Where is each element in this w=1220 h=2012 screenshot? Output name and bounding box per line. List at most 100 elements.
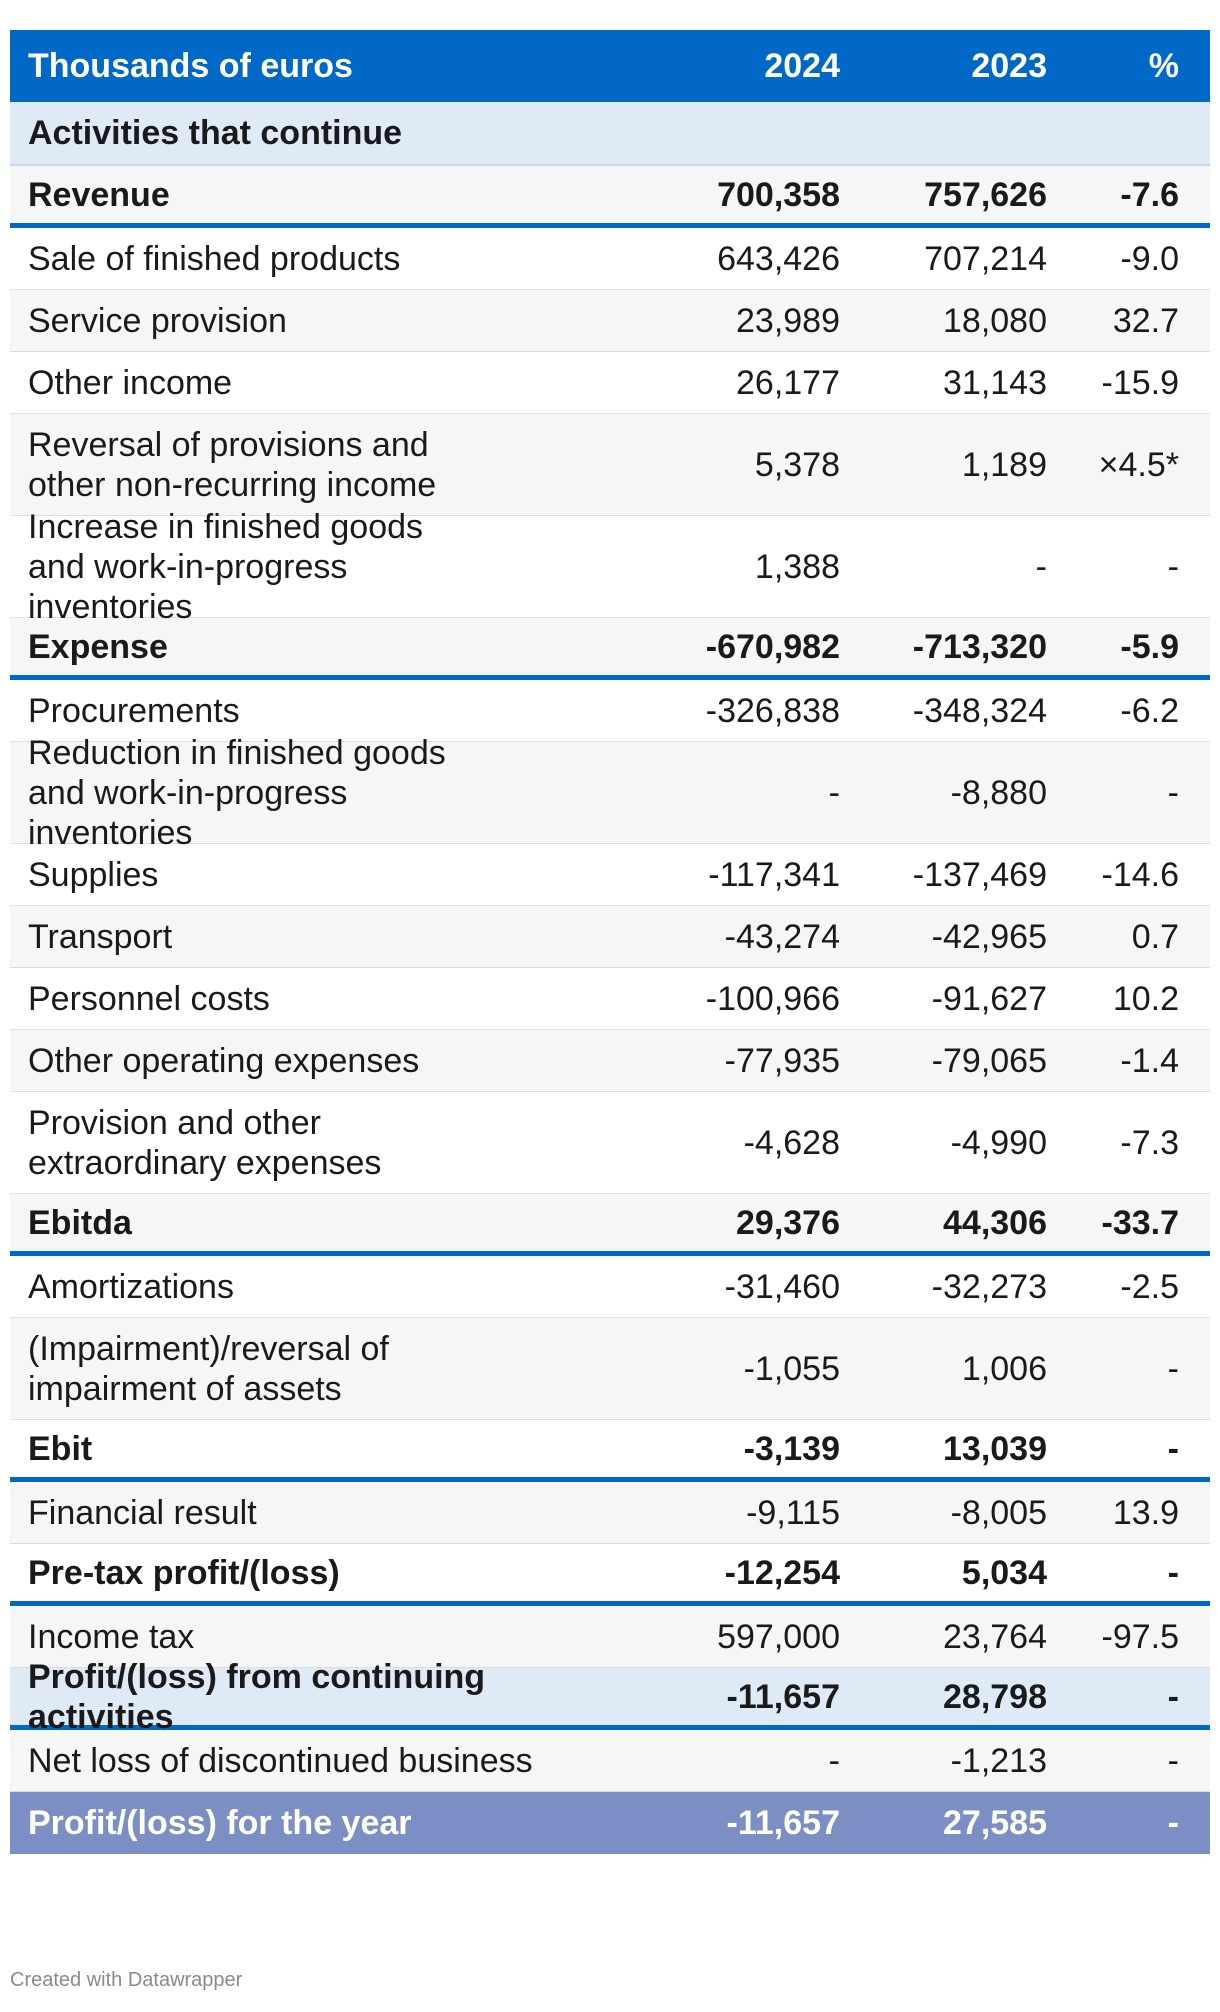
- value-2024: -77,935: [724, 1041, 840, 1080]
- value-2024: -: [828, 773, 840, 812]
- header-label: Thousands of euros: [28, 47, 353, 85]
- table-row: Reduction in finished goods and work-in-…: [10, 734, 1210, 852]
- table-row: Expense -670,982 -713,320 -5.9: [10, 618, 1210, 680]
- table-row: Other operating expenses -77,935 -79,065 -1…: [10, 1030, 1210, 1092]
- row-label: Ebit: [28, 1429, 93, 1468]
- section-label: Activities that continue: [28, 114, 403, 152]
- row-label: Procurements: [28, 691, 240, 730]
- value-pct: -15.9: [1101, 363, 1180, 402]
- value-2024: 26,177: [736, 363, 840, 402]
- value-pct: 13.9: [1112, 1493, 1179, 1532]
- value-2023: 707,214: [924, 239, 1047, 278]
- table-row: Service provision 23,989 18,080 32.7: [10, 290, 1210, 352]
- table-row: Profit/(loss) from continuing activities…: [10, 1658, 1210, 1736]
- row-label: Amortizations: [28, 1267, 234, 1306]
- value-2023: -79,065: [931, 1041, 1047, 1080]
- value-2023: 27,585: [943, 1804, 1047, 1842]
- value-2023: 5,034: [961, 1553, 1047, 1592]
- row-label: Ebitda: [28, 1203, 132, 1242]
- value-2024: -12,254: [724, 1553, 840, 1592]
- table-row: Amortizations -31,460 -32,273 -2.5: [10, 1256, 1210, 1318]
- value-2024: 29,376: [736, 1203, 840, 1242]
- table-row: (Impairment)/reversal of impairment of a…: [10, 1318, 1210, 1420]
- table-row: Ebitda 29,376 44,306 -33.7: [10, 1194, 1210, 1256]
- row-label: Pre-tax profit/(loss): [28, 1553, 340, 1592]
- row-label: Financial result: [28, 1493, 257, 1532]
- row-label: Increase in finished goods and work-in-p…: [28, 507, 424, 626]
- value-pct: 32.7: [1112, 301, 1179, 340]
- row-label: Other operating expenses: [28, 1041, 420, 1080]
- table-row: Sale of finished products 643,426 707,214 -…: [10, 228, 1210, 290]
- value-pct: -1.4: [1120, 1041, 1179, 1080]
- value-2024: -3,139: [743, 1429, 840, 1468]
- value-pct: -: [1167, 1677, 1179, 1716]
- table-row: Revenue 700,358 757,626 -7.6: [10, 166, 1210, 228]
- header-2023: 2023: [971, 47, 1047, 85]
- row-label: Service provision: [28, 301, 287, 340]
- value-2023: -32,273: [931, 1267, 1047, 1306]
- value-2023: -713,320: [912, 627, 1047, 666]
- value-2024: -11,657: [726, 1804, 840, 1842]
- row-label: Revenue: [28, 175, 170, 214]
- value-2023: -8,005: [950, 1493, 1047, 1532]
- value-pct: -: [1167, 547, 1179, 586]
- row-label: Other income: [28, 363, 233, 402]
- value-2023: 13,039: [943, 1429, 1047, 1468]
- value-2024: -: [828, 1741, 840, 1780]
- value-2023: 44,306: [943, 1203, 1047, 1242]
- value-pct: -97.5: [1101, 1617, 1180, 1656]
- table-row: Transport -43,274 -42,965 0.7: [10, 906, 1210, 968]
- row-label: Income tax: [28, 1617, 195, 1656]
- value-2023: 1,189: [961, 445, 1047, 484]
- value-pct: ×4.5*: [1098, 445, 1179, 484]
- value-2023: -8,880: [950, 773, 1047, 812]
- value-2023: -348,324: [912, 691, 1047, 730]
- value-2023: 28,798: [943, 1677, 1047, 1716]
- value-pct: -: [1167, 1349, 1179, 1388]
- value-pct: 10.2: [1112, 979, 1179, 1018]
- table-row: Personnel costs -100,966 -91,627 10.2: [10, 968, 1210, 1030]
- table-row: Income tax 597,000 23,764 -97.5: [10, 1606, 1210, 1668]
- table-row: Financial result -9,115 -8,005 13.9: [10, 1482, 1210, 1544]
- value-2024: -670,982: [705, 627, 840, 666]
- value-pct: -33.7: [1101, 1203, 1180, 1242]
- value-pct: -: [1167, 773, 1179, 812]
- value-2023: -4,990: [950, 1123, 1047, 1162]
- value-2023: 18,080: [943, 301, 1047, 340]
- value-2024: 5,378: [754, 445, 840, 484]
- value-pct: -: [1167, 1741, 1179, 1780]
- row-label: Transport: [28, 917, 173, 956]
- table-row: Profit/(loss) for the year -11,657 27,585 -: [10, 1792, 1210, 1854]
- financial-table: Thousands of euros 2024 2023 % Activitie…: [10, 30, 1210, 1854]
- value-2023: -42,965: [931, 917, 1047, 956]
- table-row: Ebit -3,139 13,039 -: [10, 1420, 1210, 1482]
- row-label: Supplies: [28, 855, 159, 894]
- value-pct: -5.9: [1120, 627, 1179, 666]
- row-label: (Impairment)/reversal of impairment of a…: [28, 1329, 389, 1408]
- table-row: Other income 26,177 31,143 -15.9: [10, 352, 1210, 414]
- table-row: Net loss of discontinued business - -1,213…: [10, 1730, 1210, 1792]
- value-pct: -: [1167, 1429, 1179, 1468]
- value-pct: -2.5: [1120, 1267, 1179, 1306]
- table-body: Revenue 700,358 757,626 -7.6 Sale of finishe…: [10, 166, 1210, 1854]
- value-2023: -1,213: [950, 1741, 1047, 1780]
- row-label: Provision and other extraordinary expens…: [28, 1103, 382, 1182]
- value-2023: -: [1035, 547, 1047, 586]
- section-header: Activities that continue: [10, 102, 1210, 166]
- value-pct: -7.6: [1120, 175, 1179, 214]
- value-2024: -11,657: [726, 1677, 840, 1716]
- row-label: Profit/(loss) from continuing activities: [28, 1657, 486, 1736]
- value-2023: 31,143: [943, 363, 1047, 402]
- value-2023: 757,626: [924, 175, 1047, 214]
- row-label: Sale of finished products: [28, 239, 401, 278]
- table-row: Procurements -326,838 -348,324 -6.2: [10, 680, 1210, 742]
- table-row: Increase in finished goods and work-in-p…: [10, 508, 1210, 626]
- value-2023: 1,006: [961, 1349, 1047, 1388]
- value-2024: -43,274: [724, 917, 840, 956]
- value-2024: 643,426: [717, 239, 840, 278]
- row-label: Expense: [28, 627, 168, 666]
- value-2024: -326,838: [705, 691, 840, 730]
- datawrapper-credit: Created with Datawrapper: [10, 1969, 243, 1991]
- value-2024: -31,460: [724, 1267, 840, 1306]
- value-2024: -9,115: [746, 1493, 840, 1532]
